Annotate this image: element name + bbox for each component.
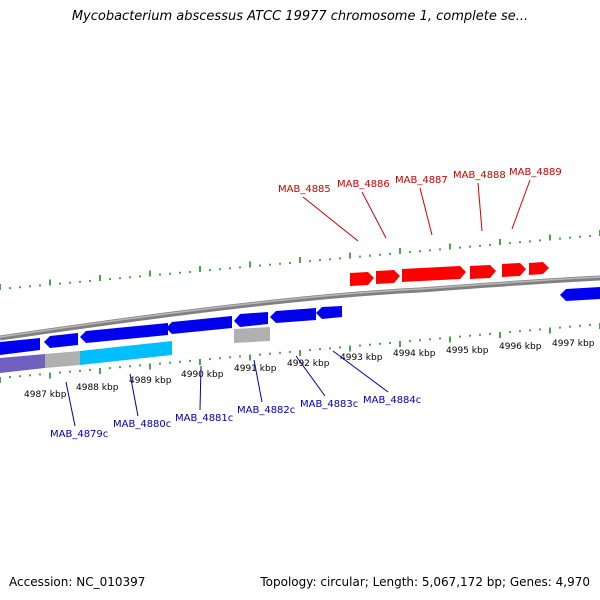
- scale-label: 4988 kbp: [76, 383, 119, 393]
- gene-labels: MAB_4885 MAB_4886 MAB_4887 MAB_4888 MAB_4889…: [50, 167, 562, 440]
- gene-label[interactable]: MAB_4883c: [300, 399, 358, 410]
- leader-line: [65, 381, 76, 427]
- gene-label[interactable]: MAB_4880c: [113, 419, 171, 430]
- genome-summary: Topology: circular; Length: 5,067,172 bp…: [260, 575, 590, 589]
- gene-rna-1[interactable]: [80, 341, 172, 365]
- scale-label: 4989 kbp: [129, 376, 172, 386]
- leader-line: [302, 196, 359, 242]
- leader-line: [129, 373, 139, 417]
- scale-label: 4992 kbp: [287, 359, 330, 369]
- gene-rev-segment-5[interactable]: [234, 312, 268, 327]
- scale-label: 4996 kbp: [499, 342, 542, 352]
- gene-label[interactable]: MAB_4879c: [50, 429, 108, 440]
- leader-line: [511, 179, 531, 230]
- reverse-strand-genes: [0, 287, 600, 355]
- scale-label: 4997 kbp: [552, 339, 595, 349]
- gene-label[interactable]: MAB_4884c: [363, 395, 421, 406]
- map-title: Mycobacterium abscessus ATCC 19977 chrom…: [71, 9, 529, 24]
- scale-label: 4994 kbp: [393, 349, 436, 359]
- gene-unlabeled-fwd[interactable]: [529, 262, 549, 275]
- gene-rev-segment-6[interactable]: [270, 308, 316, 323]
- forward-strand-genes: [350, 262, 549, 286]
- gene-label[interactable]: MAB_4885: [278, 184, 331, 195]
- scale-label: 4995 kbp: [446, 346, 489, 356]
- inner-tick-row: [0, 323, 600, 383]
- gene-label[interactable]: MAB_4889: [509, 167, 562, 178]
- gene-mab-4889[interactable]: [502, 263, 526, 277]
- scale-label: 4990 kbp: [181, 370, 224, 380]
- leader-line: [295, 355, 326, 397]
- chromosome-backbone: [0, 275, 600, 341]
- gene-mab-4887[interactable]: [402, 266, 466, 282]
- gene-label[interactable]: MAB_4882c: [237, 405, 295, 416]
- gene-rev-segment-1[interactable]: [0, 338, 40, 355]
- scale-label: 4993 kbp: [340, 353, 383, 363]
- leader-line: [419, 187, 433, 236]
- gene-rev-segment-2[interactable]: [44, 333, 78, 348]
- gene-mab-4885[interactable]: [350, 272, 374, 286]
- gene-rev-segment-3[interactable]: [80, 323, 168, 343]
- gene-mab-4886[interactable]: [376, 270, 400, 284]
- leader-line: [361, 191, 387, 239]
- leader-line: [477, 182, 483, 232]
- reverse-strand-track-2: [0, 327, 270, 373]
- gene-label[interactable]: MAB_4886: [337, 179, 390, 190]
- outer-tick-row: [0, 230, 600, 290]
- leader-line: [253, 359, 263, 403]
- leader-line: [199, 365, 202, 411]
- gene-label[interactable]: MAB_4888: [453, 170, 506, 181]
- gene-pseudo-2[interactable]: [234, 327, 270, 343]
- gene-rev-segment-4[interactable]: [166, 316, 232, 334]
- leader-line: [332, 350, 389, 393]
- accession-label: Accession: NC_010397: [9, 575, 146, 589]
- gene-label[interactable]: MAB_4881c: [175, 413, 233, 424]
- gene-rev-segment-7[interactable]: [316, 306, 342, 319]
- scale-label: 4987 kbp: [24, 390, 67, 400]
- gene-label[interactable]: MAB_4887: [395, 175, 448, 186]
- gene-pseudo-1[interactable]: [45, 351, 80, 368]
- gene-rev-segment-8[interactable]: [560, 287, 600, 301]
- gene-other-1[interactable]: [0, 354, 45, 373]
- gene-mab-4888[interactable]: [470, 265, 496, 279]
